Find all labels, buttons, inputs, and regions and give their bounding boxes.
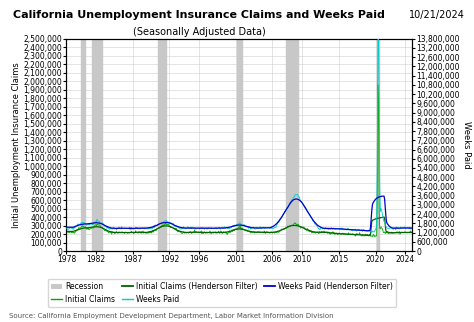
Y-axis label: Initial Unemployment Insurance Claims: Initial Unemployment Insurance Claims [12,62,21,228]
Text: (Seasonally Adjusted Data): (Seasonally Adjusted Data) [133,27,265,37]
Text: California Unemployment Insurance Claims and Weeks Paid: California Unemployment Insurance Claims… [13,10,385,20]
Bar [158,39,166,251]
Y-axis label: Weeks Paid: Weeks Paid [462,121,471,169]
Bar [237,39,242,251]
Text: Source: California Employment Development Department, Labor Market Information D: Source: California Employment Developmen… [9,313,334,319]
Legend: Recession, Initial Claims, Initial Claims (Henderson Filter), Weeks Paid, Weeks : Recession, Initial Claims, Initial Claim… [48,279,396,307]
Bar [286,39,298,251]
Text: 10/21/2024: 10/21/2024 [409,10,465,20]
Bar [81,39,85,251]
Bar [377,39,379,251]
Bar [92,39,102,251]
